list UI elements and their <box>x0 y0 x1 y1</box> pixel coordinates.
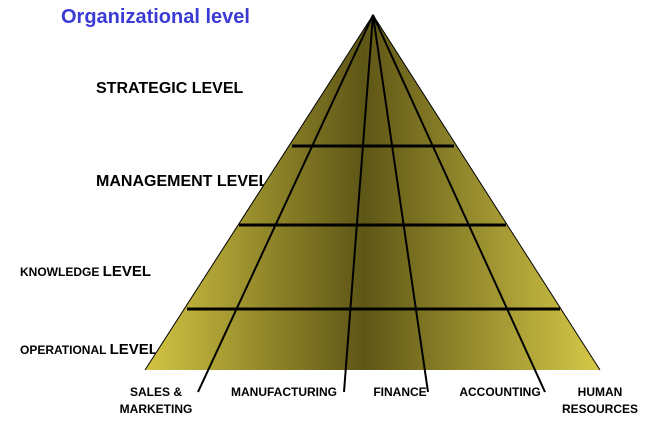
dept-label-accounting: ACCOUNTING <box>448 384 552 401</box>
dept-label-manufacturing: MANUFACTURING <box>218 384 350 401</box>
dept-label-sales-marketing: SALES & MARKETING <box>108 384 204 418</box>
dept-label-sales-line1: SALES & <box>129 385 182 399</box>
dept-label-accounting-line1: ACCOUNTING <box>459 385 541 399</box>
level-label-knowledge-text: LEVEL <box>102 263 152 280</box>
level-label-knowledge-prefix: KNOWLEDGE <box>20 265 103 279</box>
dept-divider-finance <box>372 14 429 393</box>
level-label-operational: OPERATIONAL LEVEL <box>20 341 158 358</box>
dept-divider-accounting <box>372 14 546 393</box>
level-label-strategic: STRATEGIC LEVEL <box>96 80 243 98</box>
dept-label-finance: FINANCE <box>362 384 438 401</box>
pyramid-body <box>145 15 600 370</box>
dept-divider-manufacturing <box>343 14 374 393</box>
dept-label-hr-line1: HUMAN <box>577 385 623 399</box>
dept-label-finance-line1: FINANCE <box>373 385 427 399</box>
level-label-management-text: MANAGEMENT LEVEL <box>96 173 269 190</box>
dept-label-hr-line2: RESOURCES <box>561 402 638 416</box>
dept-label-sales-line2: MARKETING <box>119 402 193 416</box>
diagram-title: Organizational level <box>61 6 250 28</box>
level-label-operational-prefix: OPERATIONAL <box>20 343 110 357</box>
dept-label-manufacturing-line1: MANUFACTURING <box>231 385 337 399</box>
dept-divider-sales <box>197 14 374 393</box>
level-label-operational-text: LEVEL <box>109 341 158 358</box>
level-label-strategic-text: STRATEGIC LEVEL <box>96 80 244 97</box>
level-label-knowledge: KNOWLEDGE LEVEL <box>20 263 151 280</box>
level-label-management: MANAGEMENT LEVEL <box>96 173 268 191</box>
dept-label-human-resources: HUMAN RESOURCES <box>552 384 648 418</box>
